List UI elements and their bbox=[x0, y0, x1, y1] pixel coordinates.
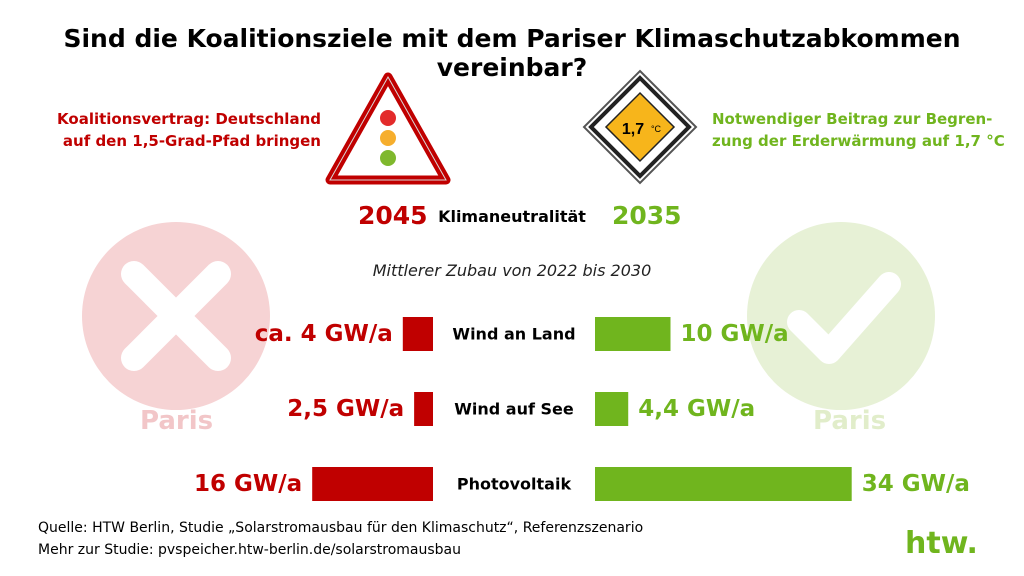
bar-coalition-wind-auf-see bbox=[414, 392, 433, 426]
check-circle-icon bbox=[747, 222, 935, 410]
paris-label-left: Paris bbox=[140, 406, 214, 436]
warning-traffic-light-icon bbox=[325, 72, 451, 185]
study-link-text: Mehr zur Studie: pvspeicher.htw-berlin.d… bbox=[38, 542, 462, 558]
value-label-paris-photovoltaik: 34 GW/a bbox=[862, 471, 970, 497]
category-label-wind-auf-see: Wind auf See bbox=[454, 400, 574, 419]
bar-coalition-photovoltaik bbox=[312, 467, 433, 501]
bar-coalition-wind-an-land bbox=[402, 317, 433, 351]
required-contribution-line1: Notwendiger Beitrag zur Begren- bbox=[712, 110, 993, 128]
value-label-paris-wind-auf-see: 4,4 GW/a bbox=[638, 396, 755, 422]
value-label-paris-wind-an-land: 10 GW/a bbox=[681, 321, 789, 347]
category-label-photovoltaik: Photovoltaik bbox=[457, 475, 572, 494]
bar-paris-wind-auf-see bbox=[595, 392, 629, 426]
bar-paris-photovoltaik bbox=[595, 467, 852, 501]
neutrality-year-paris: 2035 bbox=[612, 201, 682, 230]
chart-subtitle: Mittlerer Zubau von 2022 bis 2030 bbox=[372, 261, 652, 280]
category-label-wind-an-land: Wind an Land bbox=[452, 325, 575, 344]
coalition-goal-line2: auf den 1,5-Grad-Pfad bringen bbox=[62, 132, 321, 150]
required-contribution-note: Notwendiger Beitrag zur Begren- zung der… bbox=[712, 108, 1005, 152]
coalition-goal-note: Koalitionsvertrag: Deutschland auf den 1… bbox=[57, 108, 321, 152]
required-contribution-line2: zung der Erderwärmung auf 1,7 °C bbox=[712, 132, 1005, 150]
source-text: Quelle: HTW Berlin, Studie „Solarstromau… bbox=[38, 520, 644, 536]
value-label-coalition-photovoltaik: 16 GW/a bbox=[194, 471, 302, 497]
coalition-goal-line1: Koalitionsvertrag: Deutschland bbox=[57, 110, 321, 128]
priority-road-sign-icon: 1,7 °C bbox=[582, 69, 698, 185]
paris-label-right: Paris bbox=[813, 406, 887, 436]
logo-text: htw. bbox=[905, 526, 978, 561]
neutrality-label: Klimaneutralität bbox=[438, 207, 586, 226]
sign-unit: °C bbox=[651, 124, 662, 134]
bar-paris-wind-an-land bbox=[595, 317, 671, 351]
sign-value: 1,7 bbox=[622, 121, 644, 138]
neutrality-year-coalition: 2045 bbox=[358, 201, 428, 230]
page-title: Sind die Koalitionsziele mit dem Pariser… bbox=[63, 24, 961, 82]
cross-circle-icon bbox=[82, 222, 270, 410]
htw-logo: htw. bbox=[905, 526, 978, 561]
value-label-coalition-wind-auf-see: 2,5 GW/a bbox=[287, 396, 404, 422]
value-label-coalition-wind-an-land: ca. 4 GW/a bbox=[255, 321, 393, 347]
